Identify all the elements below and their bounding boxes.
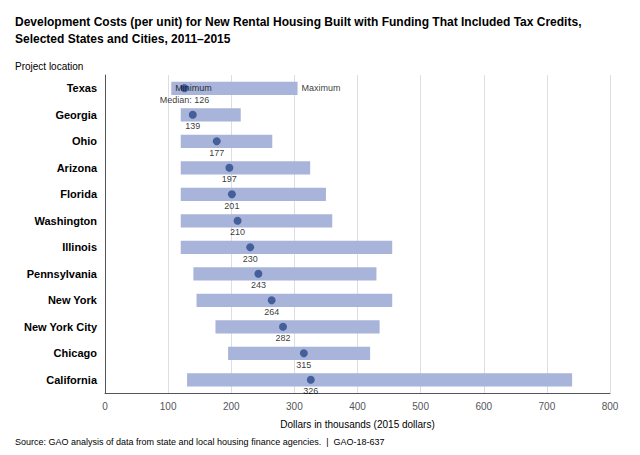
svg-text:California: California xyxy=(46,374,98,386)
svg-text:200: 200 xyxy=(223,401,240,412)
svg-text:800: 800 xyxy=(602,401,619,412)
svg-text:Selected States and Cities, 20: Selected States and Cities, 2011–2015 xyxy=(15,32,231,46)
svg-text:139: 139 xyxy=(185,121,200,131)
svg-text:264: 264 xyxy=(264,307,279,317)
svg-text:177: 177 xyxy=(209,148,224,158)
svg-text:Arizona: Arizona xyxy=(57,162,98,174)
svg-text:201: 201 xyxy=(224,201,239,211)
svg-text:230: 230 xyxy=(243,254,258,264)
svg-text:197: 197 xyxy=(222,174,237,184)
svg-text:Ohio: Ohio xyxy=(72,135,97,147)
svg-text:400: 400 xyxy=(349,401,366,412)
svg-text:600: 600 xyxy=(475,401,492,412)
svg-text:Illinois: Illinois xyxy=(62,241,97,253)
svg-text:100: 100 xyxy=(160,401,177,412)
svg-text:New York City: New York City xyxy=(24,321,98,333)
svg-text:New York: New York xyxy=(48,294,98,306)
svg-text:Project location: Project location xyxy=(15,61,83,72)
svg-text:Maximum: Maximum xyxy=(302,83,341,93)
svg-text:Median: 126: Median: 126 xyxy=(160,95,210,105)
svg-text:282: 282 xyxy=(275,333,290,343)
svg-text:Dollars in thousands (2015 dol: Dollars in thousands (2015 dollars) xyxy=(280,419,435,430)
svg-text:Source: GAO analysis of data f: Source: GAO analysis of data from state … xyxy=(15,437,385,447)
svg-text:500: 500 xyxy=(412,401,429,412)
svg-text:Chicago: Chicago xyxy=(54,347,98,359)
svg-text:700: 700 xyxy=(539,401,556,412)
svg-text:315: 315 xyxy=(296,360,311,370)
svg-text:Florida: Florida xyxy=(60,188,98,200)
svg-text:210: 210 xyxy=(230,227,245,237)
svg-text:0: 0 xyxy=(102,401,108,412)
svg-text:Minimum: Minimum xyxy=(175,83,212,93)
svg-text:243: 243 xyxy=(251,280,266,290)
svg-text:Development Costs (per unit) f: Development Costs (per unit) for New Ren… xyxy=(15,15,585,29)
svg-text:300: 300 xyxy=(286,401,303,412)
svg-text:Washington: Washington xyxy=(34,215,97,227)
svg-text:Texas: Texas xyxy=(67,82,97,94)
svg-text:Georgia: Georgia xyxy=(55,109,97,121)
svg-text:Pennsylvania: Pennsylvania xyxy=(27,268,98,280)
svg-text:326: 326 xyxy=(303,386,318,396)
